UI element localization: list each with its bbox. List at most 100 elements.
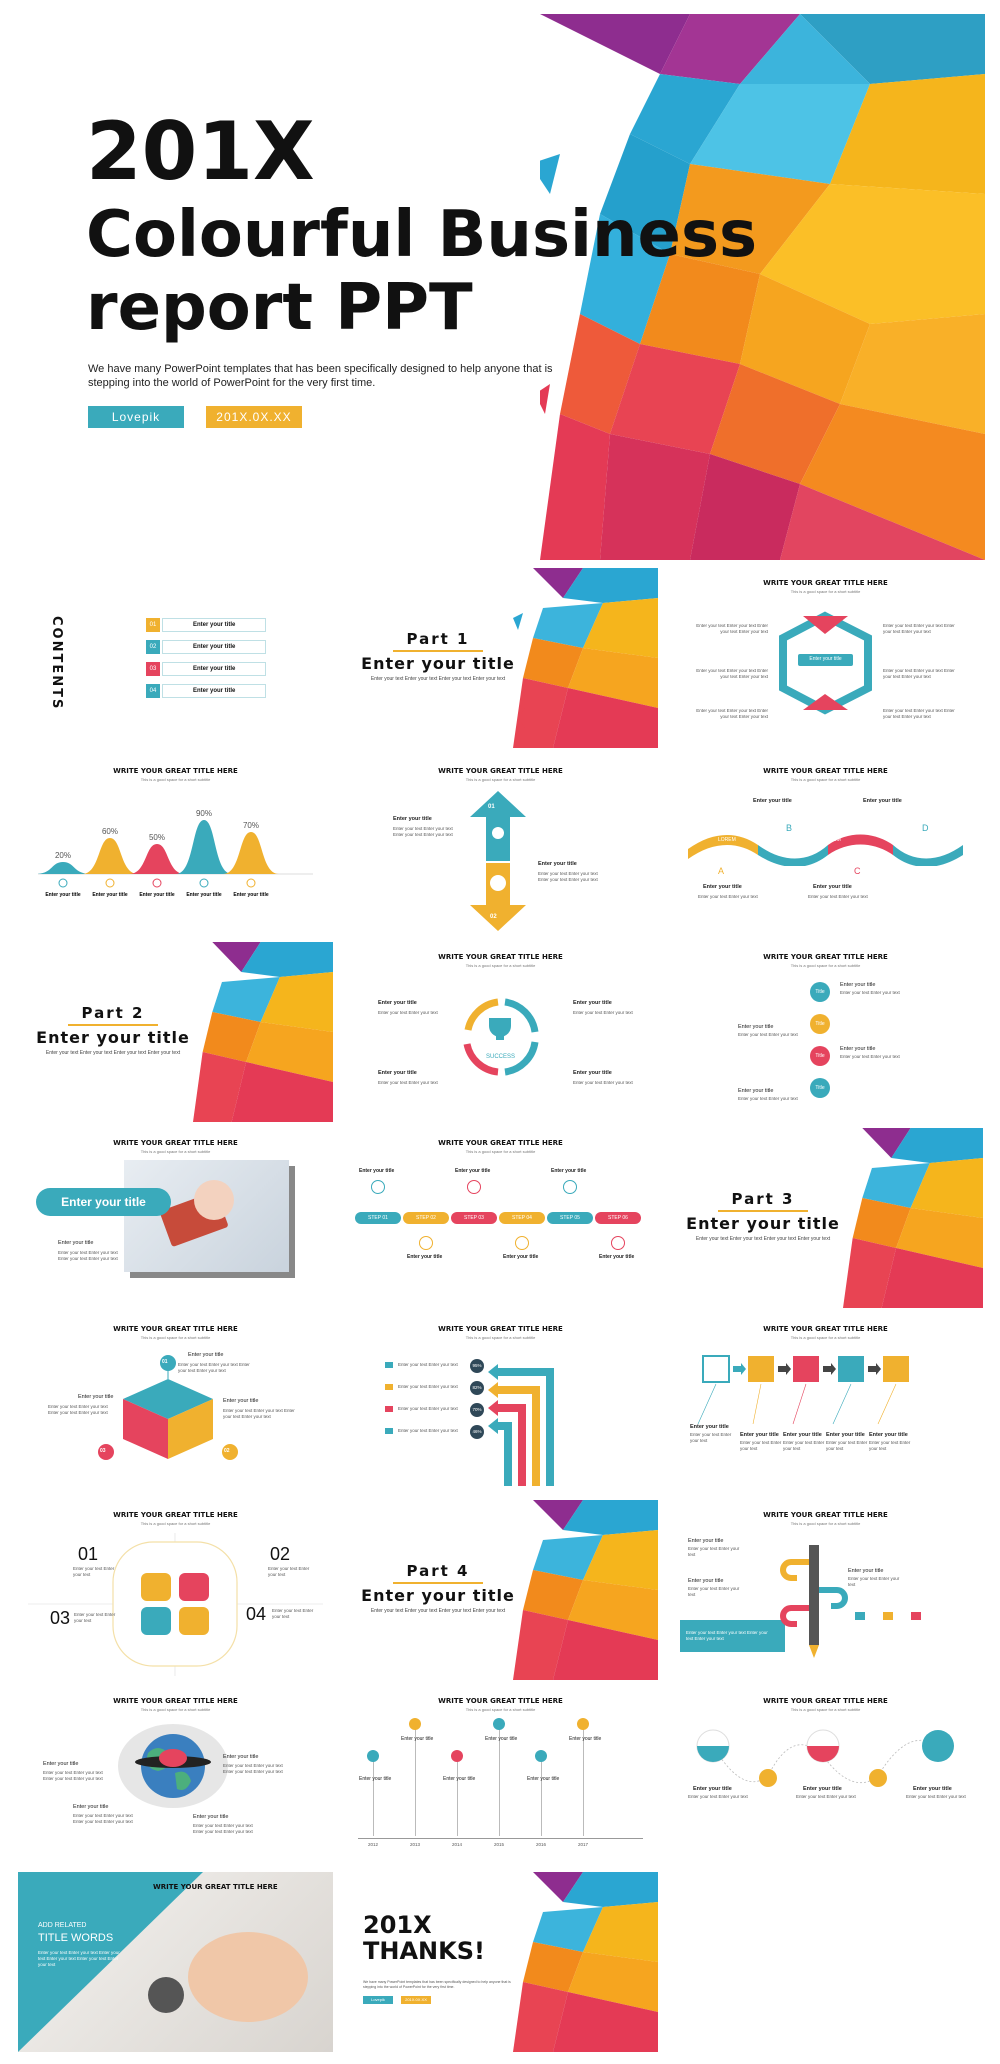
item-title: Enter your title — [359, 1776, 392, 1782]
peak-icon — [105, 878, 115, 888]
slide-title: WRITE YOUR GREAT TITLE HERE — [438, 767, 563, 775]
quad-number: 02 — [270, 1544, 291, 1564]
part3-slide[interactable]: Part 3 Enter your title Enter your text … — [668, 1128, 983, 1308]
bar-arrows-slide[interactable]: WRITE YOUR GREAT TITLE HERE This is a go… — [343, 1314, 658, 1494]
slide-title: WRITE YOUR GREAT TITLE HERE — [113, 1325, 238, 1333]
cycle-slide[interactable]: WRITE YOUR GREAT TITLE HERE This is a go… — [343, 942, 658, 1122]
part4-slide[interactable]: Part 4 Enter your title Enter your text … — [343, 1500, 658, 1680]
text-block: Enter your text Enter your text — [378, 1010, 438, 1015]
thanks-slide[interactable]: 201X THANKS! We have many PowerPoint tem… — [343, 1872, 658, 2052]
quad-number: 04 — [246, 1604, 267, 1624]
step-icon — [515, 1236, 529, 1250]
teal-triangle — [18, 1872, 203, 2052]
globe-slide[interactable]: WRITE YOUR GREAT TITLE HERE This is a go… — [18, 1686, 333, 1866]
cube-slide[interactable]: WRITE YOUR GREAT TITLE HERE This is a go… — [18, 1314, 333, 1494]
bar-swatch — [385, 1384, 393, 1390]
process-slide[interactable]: WRITE YOUR GREAT TITLE HERE This is a go… — [668, 1314, 983, 1494]
slide-subtitle: This is a good space for a short subtitl… — [790, 1335, 861, 1340]
slide-title: WRITE YOUR GREAT TITLE HERE — [763, 767, 888, 775]
part-label: Part 2 — [81, 1004, 145, 1022]
bar-percent: 70% — [470, 1403, 484, 1417]
hexagon-slide[interactable]: WRITE YOUR GREAT TITLE HERE This is a go… — [668, 568, 983, 748]
wave-letter: D — [922, 823, 929, 833]
item-title: Enter your title — [443, 1776, 476, 1782]
item-title: Enter your title — [503, 1254, 539, 1260]
title-list-slide[interactable]: WRITE YOUR GREAT TITLE HERE This is a go… — [668, 942, 983, 1122]
item-title: Enter your title — [573, 1070, 612, 1076]
part2-slide[interactable]: Part 2 Enter your title Enter your text … — [18, 942, 333, 1122]
item-title: Enter your title — [455, 1168, 491, 1174]
contents-number: 02 — [146, 640, 160, 654]
text-block: Enter your text Enter your text — [688, 1586, 740, 1597]
step-chip: STEP 04 — [499, 1212, 545, 1224]
final-slide[interactable]: WRITE YOUR GREAT TITLE HERE ADD RELATED … — [18, 1872, 333, 2052]
peak-item-title: Enter your title — [139, 892, 175, 898]
peak-mark — [38, 862, 91, 874]
part1-slide[interactable]: Part 1 Enter your title Enter your text … — [343, 568, 658, 748]
timeline-year: 2015 — [493, 1842, 504, 1847]
title-badge: Title — [810, 1078, 830, 1098]
heading: TITLE WORDS — [38, 1932, 114, 1944]
polygon-art — [540, 14, 985, 560]
slide-title: WRITE YOUR GREAT TITLE HERE — [763, 579, 888, 587]
bar-swatch — [385, 1406, 393, 1412]
slide-title: WRITE YOUR GREAT TITLE HERE — [438, 1325, 563, 1333]
peak-item-title: Enter your title — [92, 892, 128, 898]
step-icon — [563, 1180, 577, 1194]
hero-title: 201X Colourful Business report PPT — [86, 110, 757, 342]
text-block: Enter your text Enter your text — [398, 1362, 458, 1367]
item-title: Enter your title — [223, 1754, 259, 1760]
globe-icon — [118, 1724, 228, 1808]
kicker: ADD RELATED — [38, 1922, 87, 1929]
cycle-diagram — [463, 998, 539, 1076]
contents-item[interactable]: 02 Enter your title — [146, 640, 266, 654]
polygon-art — [843, 1128, 983, 1308]
peak-label: 20% — [55, 851, 71, 860]
circles-slide[interactable]: WRITE YOUR GREAT TITLE HERE This is a go… — [668, 1686, 983, 1866]
slide-subtitle: This is a good space for a short subtitl… — [790, 777, 861, 782]
slide-subtitle: This is a good space for a short subtitl… — [465, 777, 536, 782]
text-block: Enter your text Enter your text Enter yo… — [73, 1813, 133, 1824]
text-block: Enter your text Enter your text Enter yo… — [883, 708, 955, 719]
item-title: Enter your title — [485, 1736, 518, 1742]
contents-item[interactable]: 03 Enter your title — [146, 662, 266, 676]
step-chip: STEP 03 — [451, 1212, 497, 1224]
photo-slide[interactable]: WRITE YOUR GREAT TITLE HERE This is a go… — [18, 1128, 333, 1308]
arrows-slide[interactable]: WRITE YOUR GREAT TITLE HERE This is a go… — [343, 756, 658, 936]
wave-slide[interactable]: WRITE YOUR GREAT TITLE HERE This is a go… — [668, 756, 983, 936]
item-title: Enter your title — [43, 1761, 79, 1767]
slide-subtitle: This is a good space for a short subtitl… — [465, 1149, 536, 1154]
item-title: Enter your title — [688, 1538, 724, 1544]
text-block: Enter your text Enter your text Enter yo… — [223, 1408, 295, 1419]
quad-slide[interactable]: WRITE YOUR GREAT TITLE HERE This is a go… — [18, 1500, 333, 1680]
pencil-slide[interactable]: WRITE YOUR GREAT TITLE HERE This is a go… — [668, 1500, 983, 1680]
timeline-slide[interactable]: WRITE YOUR GREAT TITLE HERE This is a go… — [343, 1686, 658, 1866]
peak-label: 50% — [149, 833, 165, 842]
pencil-diagram — [780, 1545, 848, 1658]
slide-title: WRITE YOUR GREAT TITLE HERE — [763, 1325, 888, 1333]
hero-slide[interactable]: 201X Colourful Business report PPT We ha… — [0, 0, 1000, 560]
contents-slide[interactable]: CONTENTS 01 Enter your title 02 Enter your … — [18, 568, 333, 748]
peaks-chart-slide[interactable]: WRITE YOUR GREAT TITLE HERE This is a go… — [18, 756, 333, 936]
slide-title: WRITE YOUR GREAT TITLE HERE — [438, 1139, 563, 1147]
steps-slide[interactable]: WRITE YOUR GREAT TITLE HERE This is a go… — [343, 1128, 658, 1308]
brand-tag: Lovepik — [88, 406, 184, 428]
polygon-art — [513, 1500, 658, 1680]
item-title: Enter your title — [813, 884, 852, 890]
item-title: Enter your title — [826, 1432, 865, 1438]
bent-arrows — [488, 1364, 554, 1486]
process-flow — [697, 1355, 909, 1425]
part-title: Enter your title — [361, 1586, 515, 1605]
item-title: Enter your title — [538, 861, 577, 867]
timeline-stem — [583, 1726, 584, 1836]
thanks-line1: 201X — [363, 1911, 432, 1939]
contents-item[interactable]: 01 Enter your title — [146, 618, 266, 632]
contents-item[interactable]: 04 Enter your title — [146, 684, 266, 698]
item-title: Enter your title — [840, 982, 876, 988]
timeline-stem — [541, 1760, 542, 1836]
step-chip: STEP 06 — [595, 1212, 641, 1224]
item-title: Enter your title — [840, 1046, 876, 1052]
part-title: Enter your title — [686, 1214, 840, 1233]
title-badge: Title — [810, 1046, 830, 1066]
text-block: Enter your text Enter your text Enter yo… — [696, 708, 768, 719]
